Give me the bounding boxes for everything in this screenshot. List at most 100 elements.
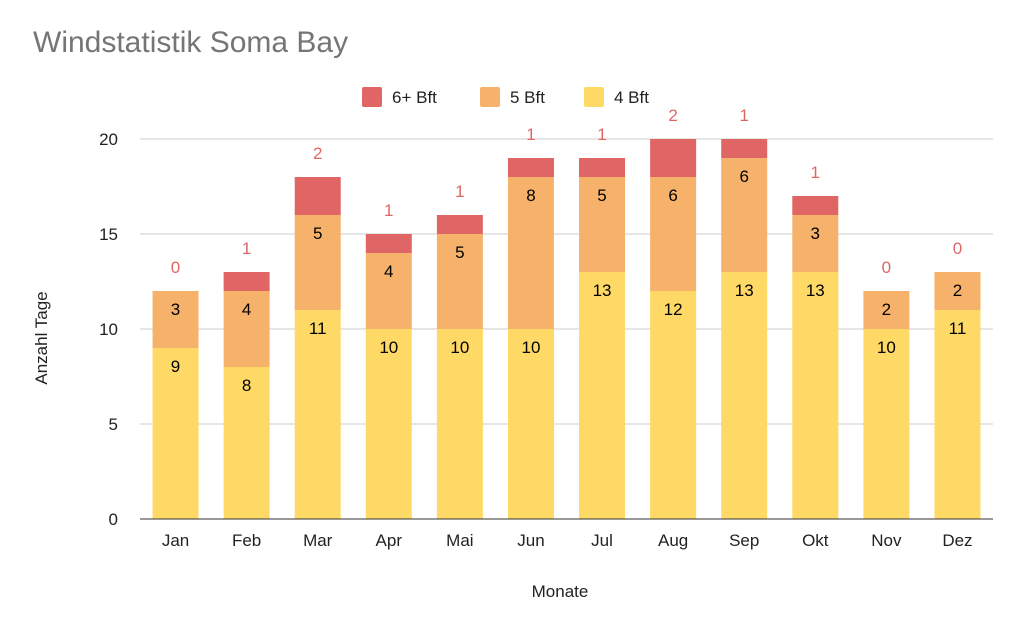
data-label: 1 bbox=[455, 182, 464, 201]
x-tick-label: Mai bbox=[446, 531, 473, 550]
bar-segment bbox=[934, 310, 981, 519]
bar-segment bbox=[792, 215, 839, 272]
y-axis-label: Anzahl Tage bbox=[32, 291, 51, 384]
data-label: 10 bbox=[877, 338, 896, 357]
data-label: 1 bbox=[597, 125, 606, 144]
bar-segment bbox=[650, 291, 697, 519]
data-label: 3 bbox=[811, 224, 820, 243]
data-label: 5 bbox=[597, 186, 606, 205]
bar-segment bbox=[436, 215, 483, 234]
x-tick-label: Apr bbox=[376, 531, 403, 550]
bar-segment bbox=[365, 234, 412, 253]
bar-segment bbox=[294, 177, 341, 215]
data-label: 5 bbox=[313, 224, 322, 243]
chart-title: Windstatistik Soma Bay bbox=[33, 26, 349, 59]
legend: 6+ Bft 5 Bft 4 Bft bbox=[362, 87, 649, 107]
legend-swatch bbox=[584, 87, 604, 107]
y-tick-label: 15 bbox=[99, 225, 118, 244]
legend-swatch bbox=[362, 87, 382, 107]
bar-segment bbox=[365, 329, 412, 519]
data-label: 2 bbox=[313, 144, 322, 163]
data-label: 4 bbox=[242, 300, 251, 319]
bar-segment bbox=[579, 158, 626, 177]
bars bbox=[152, 139, 981, 519]
bar-segment bbox=[152, 348, 199, 519]
x-tick-label: Aug bbox=[658, 531, 688, 550]
bar-segment bbox=[223, 291, 270, 367]
data-label: 3 bbox=[171, 300, 180, 319]
bar-segment bbox=[863, 329, 910, 519]
bar-segment bbox=[579, 272, 626, 519]
bar-segment bbox=[579, 177, 626, 272]
bar-segment bbox=[934, 272, 981, 310]
data-label: 8 bbox=[242, 376, 251, 395]
bar-segment bbox=[792, 196, 839, 215]
data-label: 10 bbox=[450, 338, 469, 357]
gridlines bbox=[140, 138, 993, 425]
data-label: 0 bbox=[171, 258, 180, 277]
x-tick-label: Mar bbox=[303, 531, 333, 550]
data-label: 6 bbox=[739, 167, 748, 186]
data-label: 5 bbox=[455, 243, 464, 262]
bar-segment bbox=[152, 291, 199, 348]
bar-segment bbox=[507, 158, 554, 177]
bar-segment bbox=[507, 329, 554, 519]
data-label: 1 bbox=[739, 106, 748, 125]
y-tick-label: 0 bbox=[109, 510, 118, 529]
bar-segment bbox=[721, 139, 768, 158]
bar-segment bbox=[792, 272, 839, 519]
data-label: 9 bbox=[171, 357, 180, 376]
bar-segment bbox=[650, 177, 697, 291]
data-label: 2 bbox=[953, 281, 962, 300]
bar-segment bbox=[223, 367, 270, 519]
data-label: 11 bbox=[949, 319, 967, 338]
legend-label: 6+ Bft bbox=[392, 88, 437, 107]
bar-segment bbox=[650, 139, 697, 177]
data-label: 1 bbox=[811, 163, 820, 182]
legend-swatch bbox=[480, 87, 500, 107]
bar-segment bbox=[365, 253, 412, 329]
x-axis: Jan Feb Mar Apr Mai Jun Jul Aug Sep Okt Nov Dez bbox=[140, 518, 993, 550]
data-label: 4 bbox=[384, 262, 393, 281]
legend-label: 4 Bft bbox=[614, 88, 649, 107]
data-labels: 9308411152104110511081135112621361133110… bbox=[171, 106, 966, 395]
bar-segment bbox=[223, 272, 270, 291]
legend-label: 5 Bft bbox=[510, 88, 545, 107]
bar-segment bbox=[294, 215, 341, 310]
bar-segment bbox=[721, 158, 768, 272]
data-label: 10 bbox=[521, 338, 540, 357]
data-label: 13 bbox=[806, 281, 825, 300]
data-label: 11 bbox=[309, 319, 327, 338]
x-tick-label: Feb bbox=[232, 531, 261, 550]
data-label: 0 bbox=[882, 258, 891, 277]
bar-segment bbox=[721, 272, 768, 519]
data-label: 1 bbox=[384, 201, 393, 220]
data-label: 10 bbox=[379, 338, 398, 357]
x-tick-label: Jan bbox=[162, 531, 189, 550]
bar-segment bbox=[436, 234, 483, 329]
bar-segment bbox=[436, 329, 483, 519]
x-tick-label: Jul bbox=[591, 531, 613, 550]
data-label: 12 bbox=[664, 300, 683, 319]
x-axis-label: Monate bbox=[532, 582, 589, 601]
data-label: 1 bbox=[526, 125, 535, 144]
y-axis: 0 5 10 15 20 bbox=[99, 130, 118, 529]
data-label: 2 bbox=[882, 300, 891, 319]
data-label: 6 bbox=[668, 186, 677, 205]
bar-segment bbox=[863, 291, 910, 329]
x-tick-label: Nov bbox=[871, 531, 902, 550]
data-label: 13 bbox=[593, 281, 612, 300]
x-tick-label: Dez bbox=[942, 531, 972, 550]
y-tick-label: 10 bbox=[99, 320, 118, 339]
x-tick-label: Okt bbox=[802, 531, 829, 550]
y-tick-label: 5 bbox=[109, 415, 118, 434]
data-label: 1 bbox=[242, 239, 251, 258]
data-label: 2 bbox=[668, 106, 677, 125]
data-label: 8 bbox=[526, 186, 535, 205]
bar-segment bbox=[294, 310, 341, 519]
x-tick-label: Jun bbox=[517, 531, 544, 550]
data-label: 0 bbox=[953, 239, 962, 258]
data-label: 13 bbox=[735, 281, 754, 300]
x-tick-label: Sep bbox=[729, 531, 759, 550]
